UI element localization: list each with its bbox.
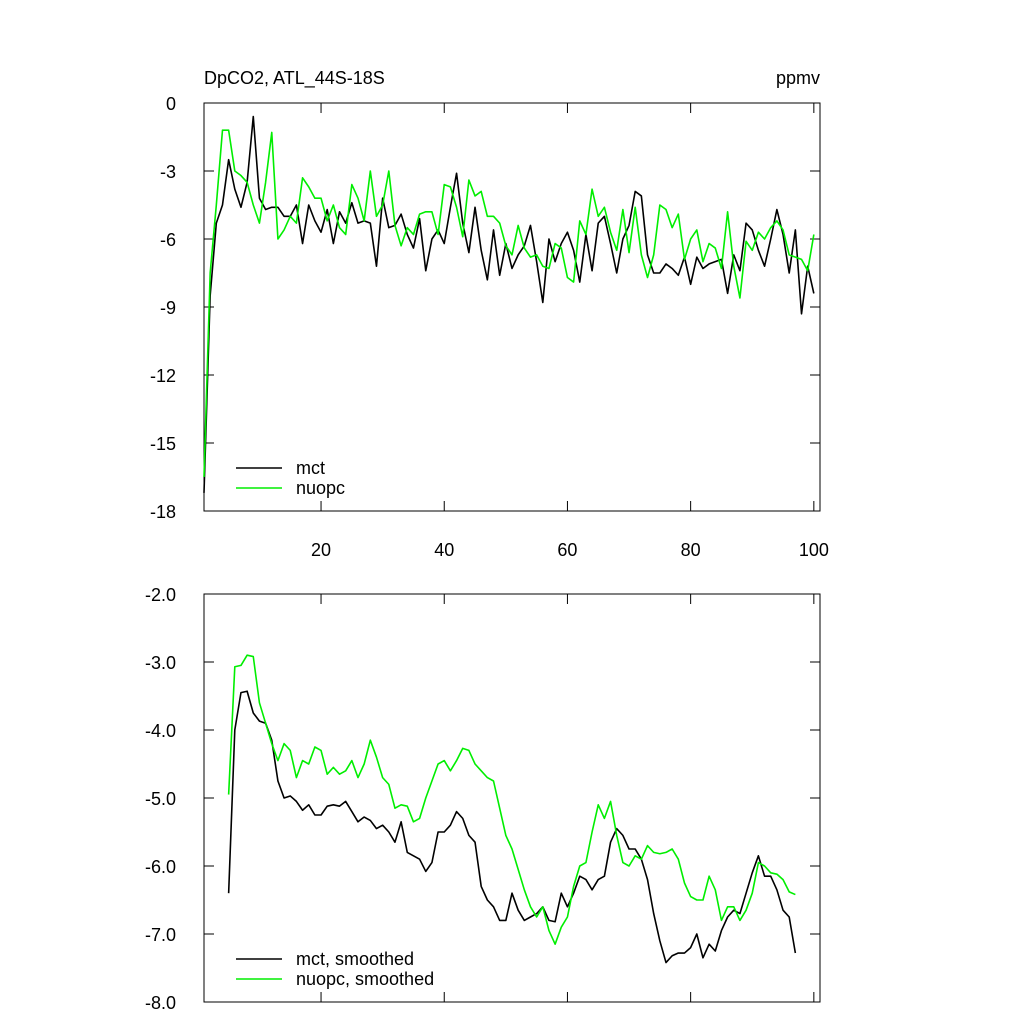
data-line: [227, 654, 796, 945]
data-line: [203, 115, 815, 493]
y-tick-label: -18: [150, 502, 176, 522]
legend-label: nuopc, smoothed: [296, 969, 434, 989]
x-tick-label: 100: [799, 540, 829, 560]
x-tick-label: 60: [557, 540, 577, 560]
y-tick-label: -5.0: [145, 789, 176, 809]
plot-frame: [203, 593, 821, 1003]
x-tick-label: 40: [434, 540, 454, 560]
chart-title: DpCO2, ATL_44S-18S: [204, 68, 385, 89]
x-tick-label: 80: [681, 540, 701, 560]
data-line: [203, 129, 815, 478]
y-tick-label: -2.0: [145, 585, 176, 605]
data-line: [227, 690, 797, 964]
y-tick-label: -9: [160, 298, 176, 318]
x-tick-label: 20: [311, 540, 331, 560]
y-tick-label: -7.0: [145, 925, 176, 945]
y-tick-label: -6.0: [145, 857, 176, 877]
y-tick-label: -15: [150, 434, 176, 454]
y-tick-label: 0: [166, 94, 176, 114]
legend-label: mct, smoothed: [296, 949, 414, 969]
y-tick-label: -8.0: [145, 993, 176, 1013]
y-tick-label: -3.0: [145, 653, 176, 673]
plot-frame: [203, 102, 821, 512]
units-label: ppmv: [776, 68, 820, 88]
y-tick-label: -3: [160, 162, 176, 182]
legend-label: mct: [296, 458, 325, 478]
legend-label: nuopc: [296, 478, 345, 498]
y-tick-label: -6: [160, 230, 176, 250]
y-tick-label: -12: [150, 366, 176, 386]
y-tick-label: -4.0: [145, 721, 176, 741]
